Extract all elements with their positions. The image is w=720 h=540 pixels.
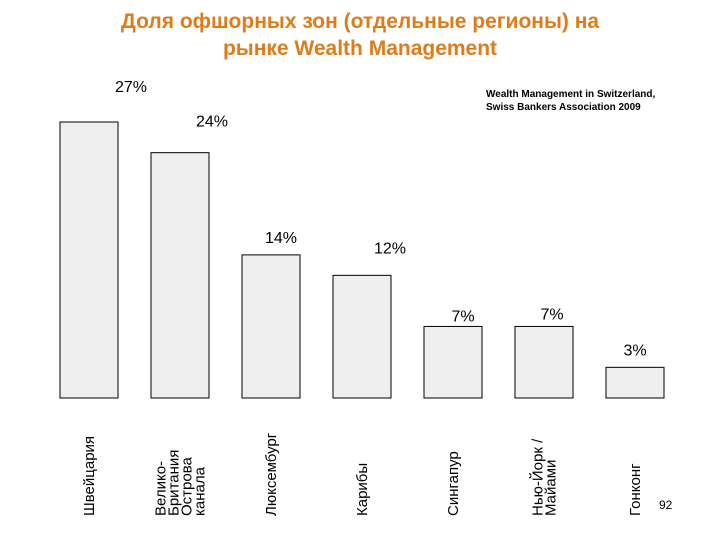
bar-5 [423, 325, 483, 399]
bar-2 [150, 152, 210, 399]
data-label-7: 3% [623, 342, 646, 359]
data-label-4: 12% [374, 240, 406, 257]
category-label-6-line-2: Майами [543, 460, 560, 516]
category-label-5-line-1: Сингапур [445, 451, 462, 516]
chart-title-line-2: рынке Wealth Management [222, 37, 498, 60]
category-label-3: Люксембург [263, 432, 280, 516]
chart-title: Доля офшорных зон (отдельные регионы) на… [0, 8, 720, 62]
page-number: 92 [659, 498, 673, 512]
category-label-4: Карибы [354, 463, 371, 516]
data-label-3: 14% [265, 230, 297, 247]
category-label-6-line-1: Нью-Йорк / [529, 438, 547, 516]
category-label-3-line-1: Люксембург [263, 432, 280, 516]
category-label-1: Швейцария [81, 436, 98, 516]
chart-title-line-1: Доля офшорных зон (отдельные регионы) на [120, 10, 600, 33]
category-label-2-line-2: Британия [166, 450, 183, 516]
bar-4 [332, 274, 392, 399]
category-label-2-line-4: канала [192, 466, 209, 516]
category-label-2-line-1: Велико- [153, 461, 170, 516]
data-label-2: 24% [196, 114, 228, 131]
source-note-line-1: Wealth Management in Switzerland, [486, 89, 656, 100]
category-label-7: Гонконг [627, 463, 644, 516]
source-note-line-2: Swiss Bankers Association 2009 [486, 102, 641, 113]
category-label-5: Сингапур [445, 451, 462, 516]
bar-6 [514, 325, 574, 399]
category-label-1-line-1: Швейцария [81, 436, 98, 516]
data-label-1: 27% [115, 79, 147, 96]
data-label-5: 7% [451, 308, 474, 325]
category-label-7-line-1: Гонконг [627, 463, 644, 516]
bar-7 [605, 366, 665, 399]
category-label-4-line-1: Карибы [354, 463, 371, 516]
category-label-2-line-3: Острова [179, 456, 196, 516]
category-label-6: Нью-Йорк /Майами [529, 438, 560, 516]
bar-1 [59, 121, 119, 399]
data-label-6: 7% [540, 306, 563, 323]
bar-3 [241, 254, 301, 399]
source-note: Wealth Management in Switzerland, Swiss … [486, 88, 706, 114]
